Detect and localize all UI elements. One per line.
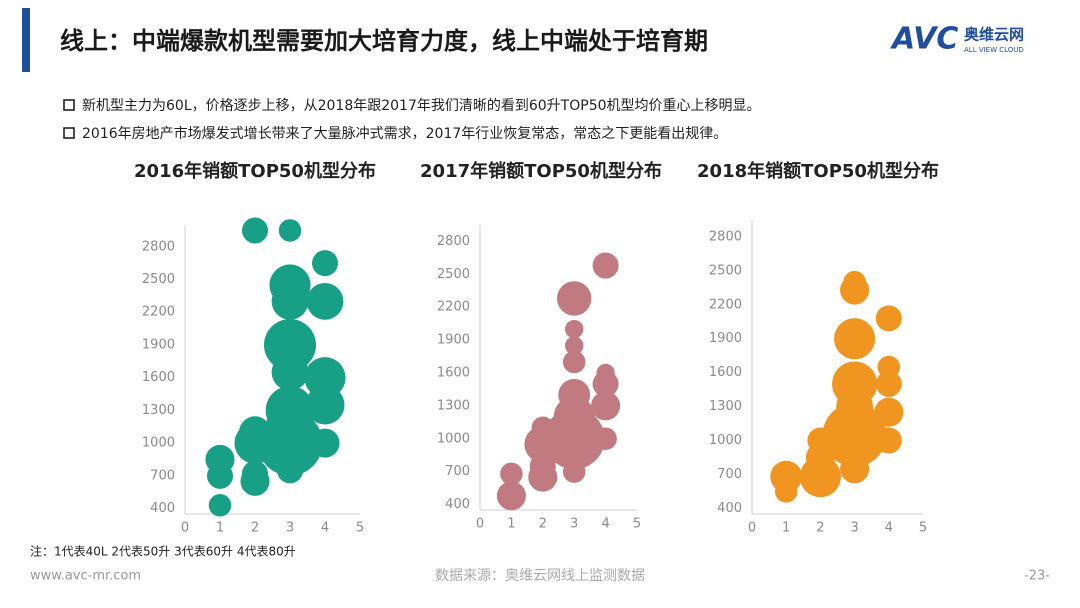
bubble (242, 217, 268, 244)
bubble (592, 252, 619, 279)
y-tick-label: 1600 (142, 370, 175, 385)
bubble (557, 281, 592, 316)
bubble (822, 403, 887, 467)
bubble (306, 282, 344, 320)
y-tick-label: 700 (445, 464, 470, 479)
y-tick-label: 400 (150, 501, 175, 516)
y-tick-label: 2200 (437, 300, 470, 315)
y-tick-label: 2500 (142, 272, 175, 287)
chart-title: 2016年销额TOP50机型分布 (134, 160, 376, 182)
chart-title: 2017年销额TOP50机型分布 (420, 160, 662, 182)
bubble (834, 318, 876, 360)
header-bar (22, 8, 30, 72)
bubble (875, 305, 902, 332)
note: 注：1代表40L 2代表50升 3代表60升 4代表80升 (30, 544, 296, 559)
y-tick-label: 700 (150, 468, 175, 483)
bubble (205, 444, 235, 475)
x-tick-label: 2 (816, 521, 824, 536)
bubble (269, 264, 311, 306)
x-tick-label: 1 (507, 517, 515, 532)
x-tick-label: 3 (286, 521, 294, 536)
bubble (592, 370, 619, 397)
x-tick-label: 4 (885, 521, 893, 536)
bubble (558, 378, 591, 411)
x-tick-label: 3 (570, 517, 578, 532)
bubble (832, 361, 878, 407)
x-tick-label: 0 (476, 517, 484, 532)
bubble (770, 460, 803, 493)
y-tick-label: 1900 (437, 333, 470, 348)
x-tick-label: 3 (850, 521, 858, 536)
bubble (565, 336, 584, 355)
y-tick-label: 2200 (709, 297, 742, 312)
bubble (208, 494, 232, 517)
page-number: -23- (1024, 569, 1050, 584)
bubble (265, 386, 315, 435)
y-tick-label: 1000 (142, 436, 175, 451)
footer-url: www.avc-mr.com (30, 569, 141, 584)
bubble (562, 350, 586, 374)
y-tick-label: 1600 (437, 365, 470, 380)
y-tick-label: 1300 (437, 398, 470, 413)
y-tick-label: 400 (445, 497, 470, 512)
bullet-icon (63, 127, 75, 139)
y-tick-label: 1900 (709, 331, 742, 346)
x-tick-label: 2 (251, 521, 259, 536)
bubble (500, 462, 523, 486)
bubble (591, 391, 621, 421)
y-tick-label: 700 (717, 467, 742, 482)
x-tick-label: 0 (181, 521, 189, 536)
bubble (242, 460, 268, 487)
bubble (310, 428, 340, 458)
y-tick-label: 1600 (709, 365, 742, 380)
y-tick-label: 2800 (142, 239, 175, 254)
bubble (874, 397, 904, 427)
bubble (594, 427, 617, 451)
x-tick-label: 1 (782, 521, 790, 536)
x-tick-label: 2 (539, 517, 547, 532)
bubble (875, 427, 902, 454)
logo: AVC (890, 22, 958, 57)
y-tick-label: 2200 (142, 305, 175, 320)
y-tick-label: 2500 (437, 267, 470, 282)
bubble (264, 318, 316, 371)
y-tick-label: 2800 (437, 234, 470, 249)
footer-source: 数据来源：奥维云网线上监测数据 (435, 567, 645, 584)
bubble (305, 385, 345, 425)
y-tick-label: 1000 (437, 431, 470, 446)
bullet: 2016年房地产市场爆发式增长带来了大量脉冲式需求，2017年行业恢复常态，常态… (82, 125, 727, 142)
bullet: 新机型主力为60L，价格逐步上移，从2018年跟2017年我们清晰的看到60升T… (82, 98, 761, 114)
x-tick-label: 1 (216, 521, 224, 536)
slide-title: 线上：中端爆款机型需要加大培育力度，线上中端处于培育期 (60, 27, 708, 55)
bubble (304, 357, 346, 399)
bubble (278, 219, 302, 242)
y-tick-label: 1900 (142, 337, 175, 352)
x-tick-label: 5 (919, 521, 927, 536)
x-tick-label: 0 (748, 521, 756, 536)
logo-en: ALL VIEW CLOUD (964, 46, 1024, 54)
x-tick-label: 5 (633, 517, 641, 532)
bullet-icon (63, 99, 75, 111)
y-tick-label: 400 (717, 501, 742, 516)
x-tick-label: 4 (601, 517, 609, 532)
y-tick-label: 1300 (709, 399, 742, 414)
y-tick-label: 1300 (142, 403, 175, 418)
chart-title: 2018年销额TOP50机型分布 (697, 160, 939, 182)
bubble (843, 270, 866, 294)
bubble (496, 481, 526, 511)
bubble (565, 319, 584, 339)
y-tick-label: 2500 (709, 263, 742, 278)
x-tick-label: 4 (321, 521, 329, 536)
bubble (875, 370, 902, 397)
y-tick-label: 1000 (709, 433, 742, 448)
bubble (312, 250, 338, 277)
logo-cn: 奥维云网 (964, 26, 1024, 44)
x-tick-label: 5 (356, 521, 364, 536)
y-tick-label: 2800 (709, 229, 742, 244)
